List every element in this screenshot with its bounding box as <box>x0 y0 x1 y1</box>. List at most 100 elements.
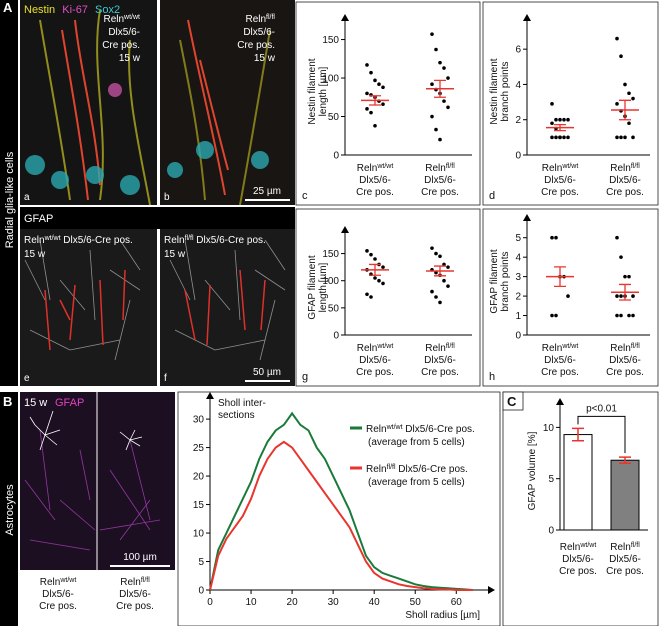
panel-letter: g <box>302 371 308 383</box>
genotype-label: Relnfl/fl Dlx5/6-Cre pos. <box>606 163 644 199</box>
genotype: wt/wt <box>386 424 403 431</box>
data-point <box>619 255 623 259</box>
data-point <box>446 265 450 269</box>
data-point <box>373 78 377 83</box>
data-point <box>369 295 373 299</box>
panel-letter: B <box>3 394 12 409</box>
image-letter: f <box>164 373 167 384</box>
axis-arrow <box>341 14 349 21</box>
y-axis-label: length [µm] <box>318 262 329 312</box>
label-line: Dlx5/6- <box>544 355 576 366</box>
genotype-label: Relnwt/wt Dlx5/6- Cre pos. 15 w <box>102 14 141 65</box>
label-line: Cre pos. <box>559 566 597 577</box>
label-line: Cre pos. <box>116 601 154 612</box>
y-tick-label: 20 <box>193 472 205 483</box>
genotype: wt/wt <box>123 14 140 21</box>
label-line: Dlx5/6- <box>119 589 151 600</box>
gene: Reln <box>103 14 124 25</box>
y-axis-label: GFAP filament <box>489 249 500 314</box>
genotype: fl/fl <box>266 14 275 21</box>
genotype: fl/fl <box>631 542 640 549</box>
data-point <box>373 276 377 280</box>
image-letter: a <box>24 192 30 203</box>
label-line: Cre pos. <box>606 566 644 577</box>
data-point <box>631 96 635 101</box>
label-line: Dlx5/6- <box>562 554 594 565</box>
data-point <box>430 32 434 36</box>
data-point <box>619 135 623 140</box>
x-tick-label: 40 <box>369 597 381 608</box>
data-point <box>615 102 619 106</box>
y-tick-label: 30 <box>193 415 205 426</box>
y-tick-label: 0 <box>333 151 339 162</box>
panel-frame <box>177 391 501 626</box>
data-point <box>434 295 438 299</box>
data-point <box>430 289 434 294</box>
data-point <box>627 274 631 279</box>
side-bar <box>0 0 18 386</box>
header-bar <box>20 207 295 229</box>
data-point <box>554 235 558 240</box>
gene: Reln <box>366 424 387 435</box>
y-tick-label: 50 <box>328 303 340 314</box>
axis-arrow <box>341 226 349 233</box>
genotype: wt/wt <box>376 163 393 170</box>
data-point <box>550 102 554 106</box>
bar <box>610 459 640 531</box>
y-tick-label: 2 <box>515 115 521 126</box>
genotype-label: Relnfl/fl Dlx5/6-Cre pos. <box>421 343 459 379</box>
data-point <box>381 281 385 286</box>
data-point <box>562 135 566 140</box>
data-point <box>554 117 558 122</box>
label-line: Cre pos. <box>39 601 77 612</box>
data-point <box>369 70 373 75</box>
gene: Reln <box>542 163 563 174</box>
y-axis-label: length [µm] <box>318 66 329 116</box>
panel-letter: C <box>507 394 517 409</box>
sem-bar <box>554 266 566 288</box>
data-point <box>615 294 619 298</box>
y-tick-label: 150 <box>322 249 339 260</box>
significance-label: p<0.01 <box>586 403 617 414</box>
significance-bracket <box>577 415 626 454</box>
label-line: 15 w <box>119 53 141 64</box>
label-line: Cre pos. <box>421 187 459 198</box>
data-point <box>434 127 438 132</box>
label-line: Dlx5/6- <box>243 27 275 38</box>
panel-frame <box>482 1 659 206</box>
age-label: 15 w <box>24 397 47 409</box>
data-point <box>623 135 627 140</box>
side-label: Radial glia-like cells <box>4 151 16 248</box>
data-point <box>627 91 631 96</box>
genotype: fl/fl <box>185 235 194 242</box>
data-point <box>381 85 385 90</box>
gene: Reln <box>357 163 378 174</box>
stain-label: GFAP <box>55 397 84 409</box>
gene: Reln <box>610 542 631 553</box>
data-point <box>373 257 377 261</box>
data-point <box>381 265 385 269</box>
scale-label: 100 µm <box>123 552 157 563</box>
panel-frame <box>502 391 659 626</box>
gene: Reln <box>610 343 631 354</box>
traced-cells <box>29 410 143 451</box>
y-tick-label: 3 <box>515 272 521 283</box>
data-point <box>615 313 619 318</box>
panel-letter: c <box>302 190 308 202</box>
data-point <box>446 284 450 288</box>
data-point <box>566 117 570 122</box>
label-line: Cre pos. <box>541 187 579 198</box>
label-line: Cre pos. <box>421 367 459 378</box>
gene: Reln <box>120 577 141 588</box>
gene: Reln <box>560 542 581 553</box>
error-bar <box>572 427 584 442</box>
y-tick-label: 10 <box>543 423 555 434</box>
axis-arrow <box>556 398 564 405</box>
label-line: Cre pos. <box>237 40 275 51</box>
data-point <box>442 262 446 267</box>
age-label: 15 w <box>24 249 46 260</box>
y-axis-label: Sholl inter- <box>218 398 266 409</box>
data-point <box>434 47 438 52</box>
x-tick-label: 50 <box>410 597 422 608</box>
